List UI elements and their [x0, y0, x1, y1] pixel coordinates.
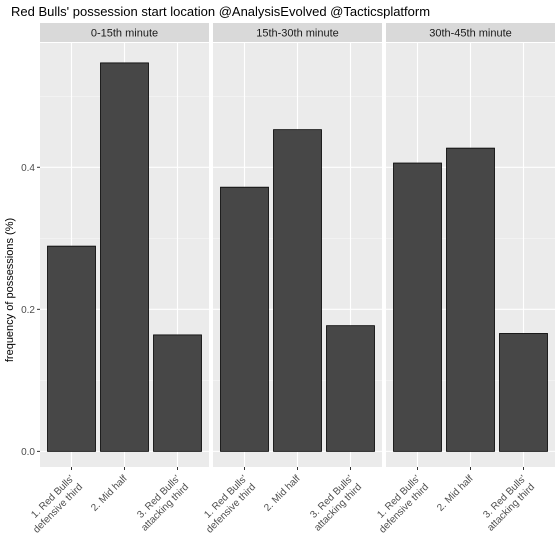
x-tick-label: 2. Mid half	[89, 473, 130, 514]
bar	[47, 245, 96, 452]
facet-strip-label: 30th-45th minute	[429, 28, 512, 40]
panel-1: 0-15th minute 1. Red Bulls'defensive thir…	[23, 23, 209, 536]
bar	[100, 62, 149, 452]
facet-strip-label: 15th-30th minute	[256, 28, 339, 40]
y-tick-label: 0.0	[21, 447, 35, 458]
x-tick-label: 1. Red Bulls'defensive third	[369, 473, 431, 535]
panel-3: 30th-45th minute 1. Red Bulls'defensive t…	[369, 23, 555, 536]
bar	[393, 162, 442, 452]
y-axis-title: frequency of possessions (%)	[4, 218, 16, 362]
x-tick-label: 2. Mid half	[262, 473, 303, 514]
facet-strip	[40, 23, 209, 42]
facet-strip-label: 0-15th minute	[91, 28, 158, 40]
y-tick-label: 0.4	[21, 163, 35, 174]
panel-2: 15th-30th minute 1. Red Bulls'defensive t…	[196, 23, 382, 536]
facet-strip	[213, 23, 382, 42]
y-tick-label: 0.2	[21, 305, 35, 316]
bar	[273, 129, 322, 452]
facet-strip	[386, 23, 555, 42]
bar	[153, 334, 202, 452]
x-tick-label: 3. Red Bulls'attacking third	[477, 473, 537, 533]
chart-title: Red Bulls' possession start location @An…	[11, 4, 430, 19]
bar	[220, 186, 269, 452]
panels: 0-15th minute 1. Red Bulls'defensive thir…	[23, 23, 555, 536]
x-tick-label: 1. Red Bulls'defensive third	[23, 473, 85, 535]
bar	[326, 325, 375, 452]
y-axis: 0.0 0.2 0.4	[21, 163, 40, 458]
x-tick-label: 3. Red Bulls'attacking third	[304, 473, 364, 533]
x-tick-label: 3. Red Bulls'attacking third	[131, 473, 191, 533]
x-tick-label: 2. Mid half	[435, 473, 476, 514]
bar	[499, 333, 548, 452]
bar	[446, 147, 495, 452]
x-tick-label: 1. Red Bulls'defensive third	[196, 473, 258, 535]
